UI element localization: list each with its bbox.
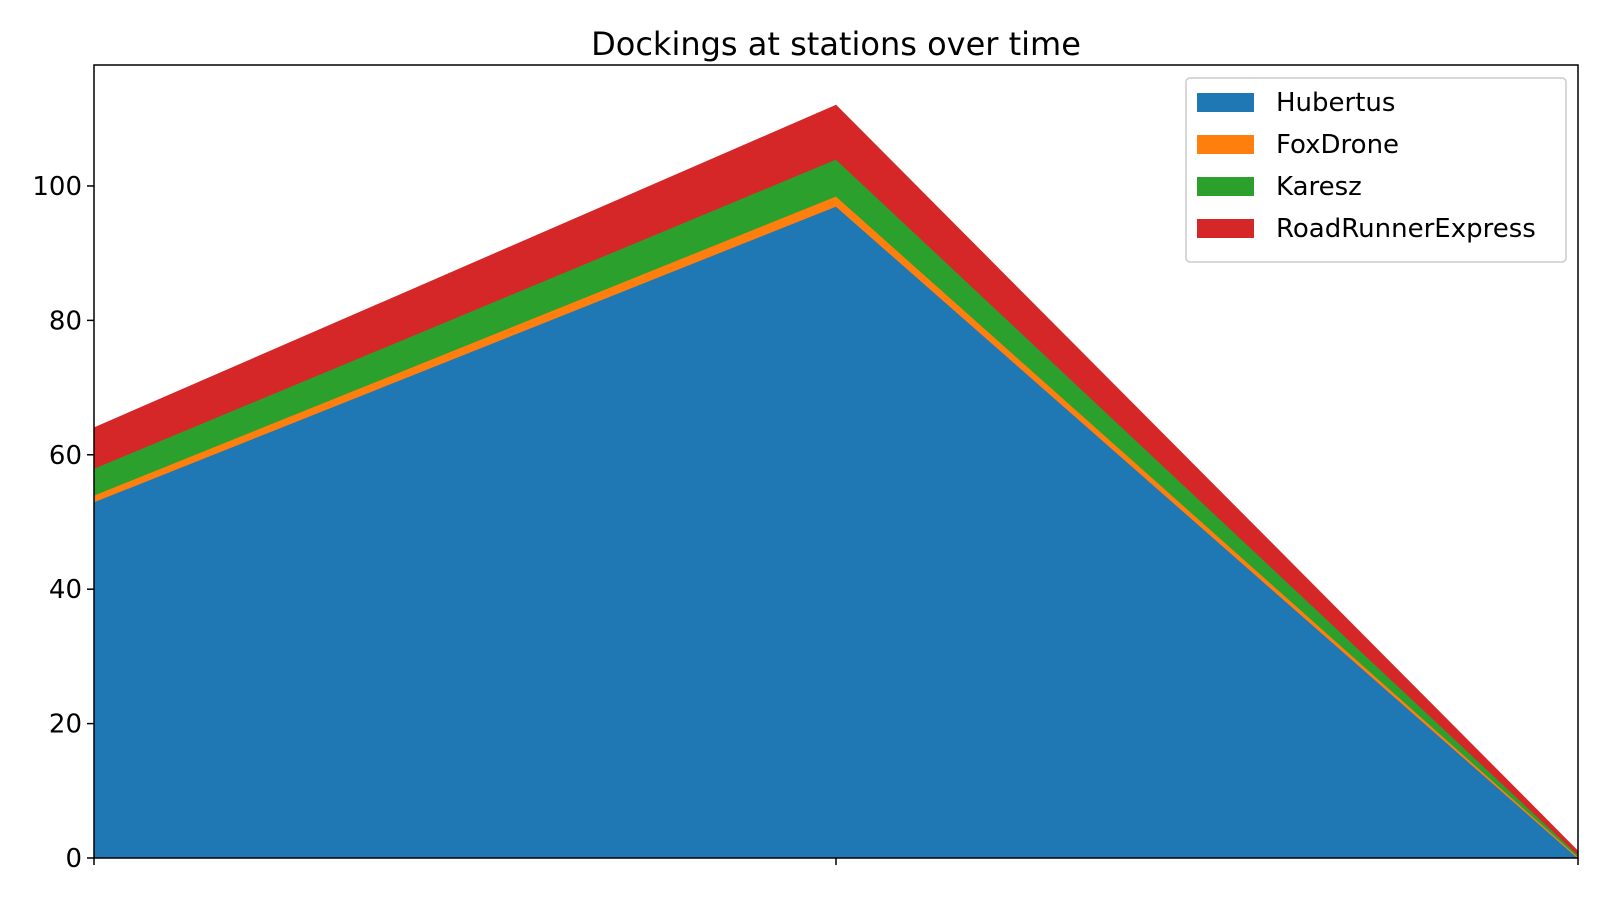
y-tick-label: 100 bbox=[32, 172, 82, 202]
legend-label-foxdrone: FoxDrone bbox=[1276, 130, 1399, 160]
legend-label-roadrunnerexpress: RoadRunnerExpress bbox=[1276, 214, 1536, 244]
legend-swatch-hubertus bbox=[1197, 93, 1254, 112]
y-tick-label: 40 bbox=[49, 575, 82, 605]
legend: Hubertus FoxDrone Karesz RoadRunnerExpress bbox=[1185, 77, 1567, 263]
legend-swatch-roadrunnerexpress bbox=[1197, 219, 1254, 238]
y-tick-label: 0 bbox=[65, 844, 82, 874]
y-tick-label: 80 bbox=[49, 306, 82, 336]
legend-swatch-karesz bbox=[1197, 177, 1254, 196]
legend-label-karesz: Karesz bbox=[1276, 172, 1362, 202]
y-tick-label: 20 bbox=[49, 710, 82, 740]
y-axis: 0 20 40 60 80 100 bbox=[32, 172, 94, 874]
y-tick-label: 60 bbox=[49, 441, 82, 471]
chart-title: Dockings at stations over time bbox=[591, 25, 1081, 63]
legend-swatch-foxdrone bbox=[1197, 135, 1254, 154]
legend-box bbox=[1185, 77, 1567, 263]
x-axis bbox=[93, 858, 1579, 865]
area-series-hubertus bbox=[93, 205, 1580, 859]
legend-label-hubertus: Hubertus bbox=[1276, 88, 1395, 118]
